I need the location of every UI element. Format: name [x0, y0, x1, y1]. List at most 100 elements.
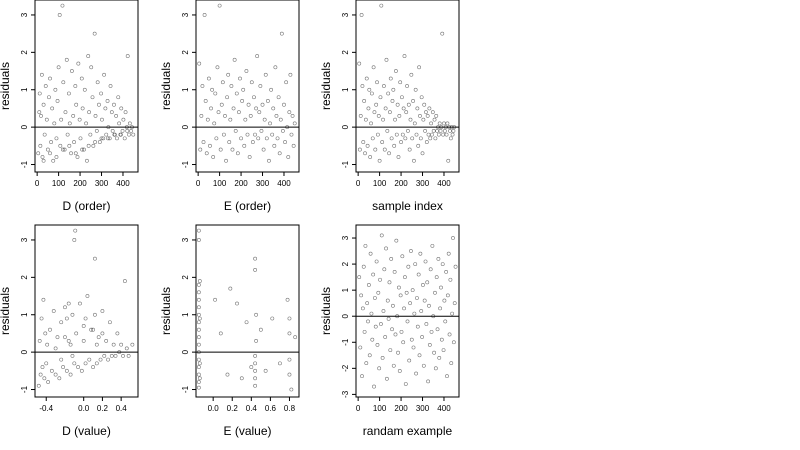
data-point — [437, 356, 442, 360]
data-point — [204, 151, 209, 156]
data-point — [394, 69, 398, 73]
data-point — [439, 337, 444, 342]
data-point — [417, 65, 421, 70]
data-point — [224, 158, 228, 163]
data-point — [375, 132, 380, 137]
data-point — [360, 84, 365, 88]
data-point — [369, 121, 373, 126]
x-tick-label: 0 — [35, 179, 40, 188]
data-point — [106, 125, 111, 130]
data-point — [439, 125, 444, 130]
data-point — [93, 256, 97, 261]
data-point — [424, 110, 428, 115]
data-point — [65, 132, 70, 137]
data-point — [248, 114, 253, 118]
data-point — [39, 114, 43, 118]
data-point — [64, 368, 69, 373]
data-point — [384, 246, 388, 251]
data-point — [414, 132, 419, 137]
data-point — [444, 270, 449, 274]
data-point — [397, 114, 402, 118]
data-point — [365, 301, 370, 306]
data-point — [438, 128, 443, 133]
data-point — [400, 132, 405, 137]
data-point — [225, 95, 230, 100]
data-point — [372, 384, 376, 389]
x-tick-label: 300 — [95, 179, 109, 188]
panel-4: -0.4 0.0 0.2 0.4 -1 0 1 2 3 D (value) residuals — [0, 224, 139, 438]
y-tick-label: 0 — [341, 313, 350, 318]
data-point — [422, 298, 427, 303]
data-point — [246, 102, 251, 107]
data-point — [101, 136, 106, 141]
data-point — [406, 102, 411, 107]
data-point — [104, 339, 109, 343]
data-point — [430, 132, 434, 137]
data-point — [253, 376, 258, 381]
data-point — [446, 251, 451, 256]
data-point — [388, 76, 393, 81]
data-point — [197, 316, 202, 321]
data-point — [130, 125, 134, 130]
data-point — [364, 76, 369, 81]
x-axis-title: E (value) — [223, 424, 271, 438]
data-point — [117, 121, 122, 126]
data-point — [368, 155, 373, 159]
data-point — [273, 65, 278, 70]
data-point — [393, 332, 398, 337]
data-point — [81, 324, 86, 328]
data-point — [410, 288, 415, 293]
data-point — [429, 121, 434, 126]
data-point — [59, 117, 64, 122]
data-point — [237, 110, 241, 115]
data-point — [93, 312, 97, 317]
y-tick-label: 0 — [181, 349, 190, 354]
data-point — [387, 280, 392, 285]
data-point — [384, 57, 389, 62]
data-point — [260, 102, 265, 107]
x-tick-label: 0 — [356, 179, 361, 188]
data-point — [51, 309, 56, 313]
x-tick-label: 200 — [73, 179, 87, 188]
x-axis-title: E (order) — [224, 199, 271, 213]
plot-frame — [355, 0, 460, 173]
data-point — [269, 87, 274, 92]
data-point — [442, 128, 447, 133]
data-point — [289, 132, 294, 137]
data-point — [398, 293, 403, 298]
data-point — [419, 95, 424, 100]
data-point — [379, 3, 384, 8]
data-point — [197, 61, 202, 66]
data-point — [431, 128, 436, 133]
data-point — [48, 151, 52, 156]
data-point — [124, 346, 129, 351]
data-point — [249, 80, 254, 85]
data-point — [67, 143, 72, 148]
data-point — [239, 376, 244, 381]
data-point — [408, 301, 412, 306]
data-point — [104, 132, 109, 137]
data-point — [48, 327, 52, 332]
data-point — [392, 143, 397, 148]
data-point — [387, 151, 391, 156]
data-point — [51, 158, 56, 163]
data-point — [211, 155, 216, 159]
data-point — [78, 301, 82, 306]
y-axis-title: residuals — [319, 62, 333, 110]
panel-6: 0 100 200 300 400 -3 -2 -1 0 1 2 3 randam example res… — [319, 224, 460, 438]
data-point — [371, 272, 376, 277]
data-point — [418, 251, 423, 256]
data-point — [357, 61, 362, 66]
data-point — [287, 316, 292, 321]
data-point — [107, 136, 112, 141]
data-point — [53, 346, 58, 351]
data-point — [253, 256, 258, 261]
data-point — [41, 102, 46, 107]
data-point — [382, 147, 387, 152]
y-tick-label: 1 — [341, 287, 350, 292]
data-point — [440, 31, 445, 36]
data-point — [71, 114, 76, 118]
data-point — [290, 114, 295, 118]
data-point — [96, 335, 101, 340]
data-point — [278, 361, 282, 366]
